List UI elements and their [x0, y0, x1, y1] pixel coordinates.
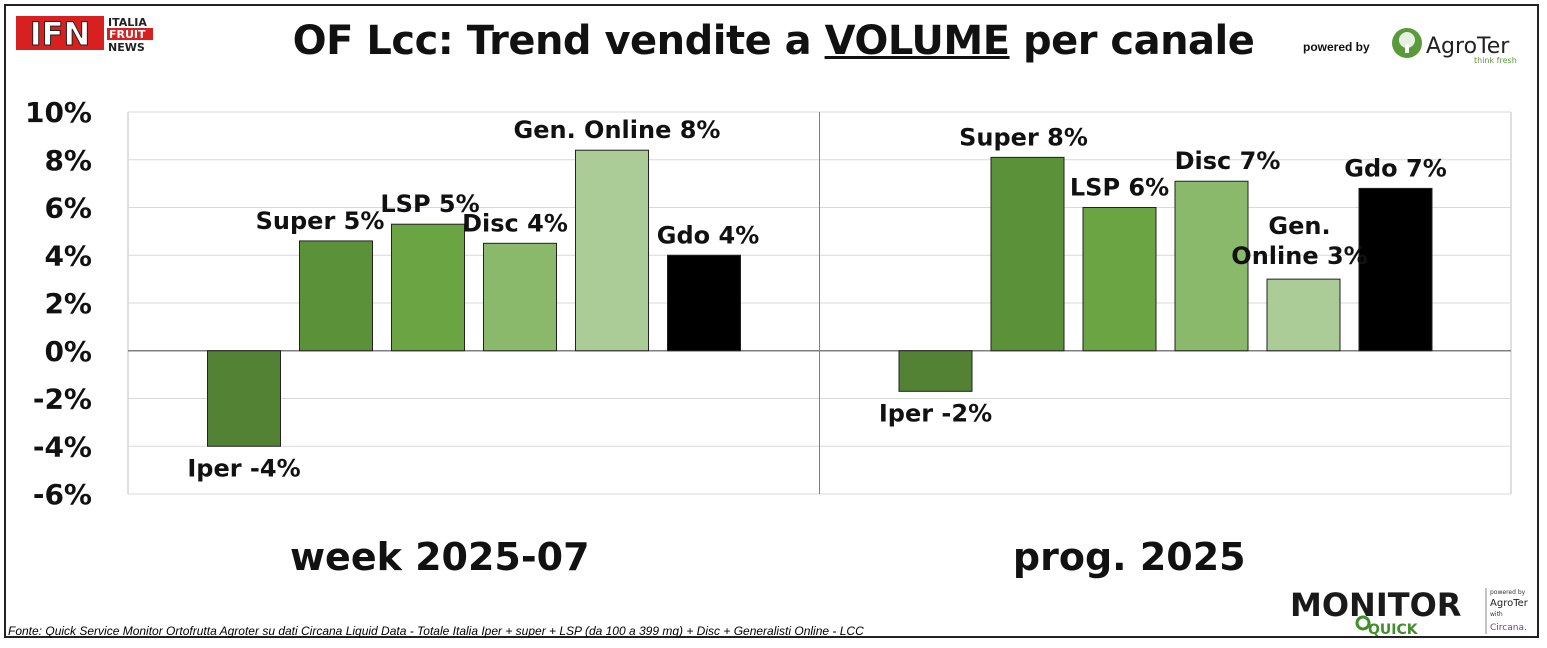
ifn-logo-line3: NEWS	[108, 41, 145, 54]
powered-by-text: powered by	[1303, 40, 1370, 54]
bar-lsp	[1082, 207, 1157, 352]
data-labels: Iper -4% Super 5%LSP 5%Disc 4% Gen. Online…	[187, 116, 1446, 482]
title-pre: OF Lcc: Trend vendite a	[292, 18, 825, 64]
data-label: Disc 4%	[462, 209, 568, 237]
bar-lsp	[391, 223, 465, 352]
data-label: LSP 6%	[1070, 174, 1169, 202]
ifn-logo-fruit-box	[107, 28, 153, 40]
bar-super	[299, 240, 373, 352]
y-tick-label: -2%	[33, 383, 92, 416]
y-tick-label: 4%	[44, 239, 92, 272]
bar-gen-online	[575, 149, 649, 352]
bar-disc	[1174, 180, 1249, 352]
ifn-logo-box	[16, 16, 104, 50]
data-label: Gdo 7%	[1344, 154, 1446, 182]
magnifier-icon	[1355, 615, 1371, 631]
data-label: Super 8%	[959, 123, 1088, 151]
monitor-logo-sub: QUICK	[1368, 622, 1419, 638]
ifn-logo: IFN ITALIA FRUIT NEWS	[16, 15, 153, 54]
agroter-tagline: think fresh	[1474, 56, 1517, 65]
monitor-logo-partner: Circana.	[1490, 623, 1527, 633]
monitor-logo-powered: powered by	[1490, 589, 1526, 596]
agroter-name: AgroTer	[1426, 34, 1510, 59]
panel-label: prog. 2025	[1013, 535, 1246, 579]
y-tick-label: 8%	[44, 144, 92, 177]
y-tick-label: -6%	[33, 478, 92, 511]
agroter-logo: AgroTer think fresh	[1392, 28, 1517, 65]
tree-crown-icon	[1399, 32, 1415, 48]
y-tick-label: -4%	[33, 430, 92, 463]
title-underlined: VOLUME	[824, 18, 1010, 64]
data-label: Iper -4%	[187, 454, 300, 482]
panel-label: week 2025-07	[290, 535, 590, 579]
data-label: Super 5%	[256, 207, 385, 235]
ifn-logo-text: IFN	[30, 15, 91, 53]
y-tick-label: 10%	[25, 96, 92, 129]
bars	[207, 149, 1433, 447]
data-label: Iper -2%	[879, 399, 992, 427]
data-label: Online 3%	[1231, 242, 1367, 270]
monitor-quick-logo: MONITOR QUICK powered by AgroTer with Ci…	[1290, 586, 1529, 638]
ifn-logo-line1: ITALIA	[108, 16, 147, 29]
title-post: per canale	[1009, 18, 1255, 64]
bar-iper	[207, 350, 281, 447]
y-axis: 10% 8% 6% 4% 2% 0% -2% -4% -6%	[25, 96, 92, 511]
bar-super	[990, 156, 1065, 352]
bar-disc	[483, 242, 557, 352]
data-label: Disc 7%	[1175, 147, 1281, 175]
source-footnote: Fonte: Quick Service Monitor Ortofrutta …	[8, 624, 864, 638]
bar-gen-online	[1266, 278, 1341, 352]
bar-iper	[898, 350, 973, 392]
monitor-logo-main: MONITOR	[1290, 586, 1461, 624]
y-tick-label: 2%	[44, 287, 92, 320]
y-tick-label: 6%	[44, 192, 92, 225]
tree-trunk-icon	[1405, 44, 1409, 53]
ifn-logo-line2: FRUIT	[109, 28, 146, 41]
panel-labels: week 2025-07 prog. 2025	[290, 535, 1246, 579]
bar-gdo	[667, 254, 741, 352]
data-label: Gdo 4%	[657, 221, 759, 249]
monitor-logo-brand: AgroTer	[1490, 598, 1529, 609]
monitor-logo-with: with	[1490, 611, 1503, 618]
bar-gdo	[1358, 187, 1433, 352]
data-label: LSP 5%	[380, 190, 479, 218]
page-title: OF Lcc: Trend vendite a VOLUME per canal…	[0, 18, 1547, 64]
data-label: Gen. Online 8%	[514, 116, 721, 144]
y-tick-label: 0%	[44, 335, 92, 368]
data-label: Gen.	[1268, 212, 1330, 240]
